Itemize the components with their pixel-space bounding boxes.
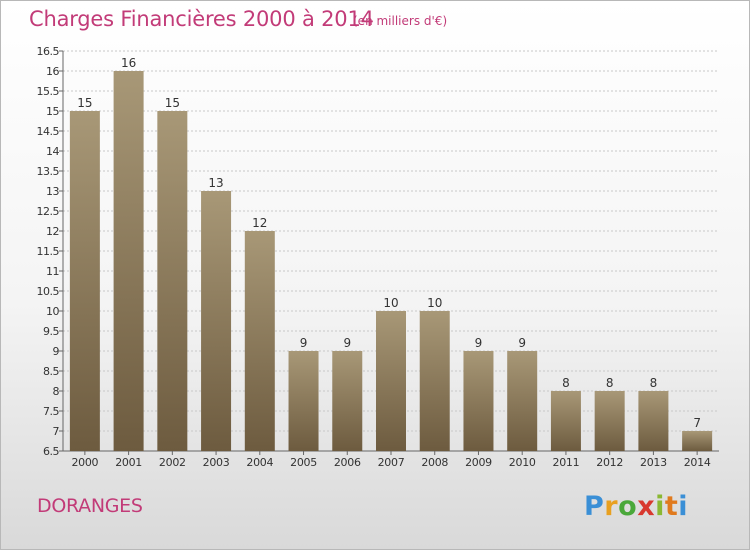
bar [113, 71, 144, 451]
bar-value-label: 12 [252, 216, 267, 230]
y-tick-label: 11.5 [37, 245, 60, 258]
chart-unit: (en milliers d'€) [353, 14, 448, 28]
x-tick-label: 2014 [684, 456, 711, 469]
bar-value-label: 9 [343, 336, 351, 350]
y-tick-label: 13 [46, 185, 59, 198]
logo-letter: r [604, 491, 619, 522]
x-tick-label: 2000 [71, 456, 98, 469]
y-tick-label: 7 [53, 425, 60, 438]
bar [463, 351, 494, 451]
y-tick-label: 15 [46, 105, 59, 118]
y-tick-label: 11 [46, 265, 59, 278]
logo-letter: t [664, 491, 679, 522]
chart-title: Charges Financières 2000 à 2014 [29, 7, 374, 31]
bar-value-label: 8 [650, 376, 658, 390]
x-tick-label: 2002 [159, 456, 186, 469]
y-tick-label: 12.5 [37, 205, 60, 218]
bar-value-label: 15 [77, 96, 92, 110]
bar-value-label: 8 [606, 376, 614, 390]
x-tick-label: 2011 [553, 456, 580, 469]
logo-letter: P [584, 491, 605, 522]
y-tick-label: 15.5 [37, 85, 60, 98]
commune-name: DORANGES [37, 495, 143, 517]
y-tick-label: 12 [46, 225, 59, 238]
y-tick-label: 14.5 [37, 125, 60, 138]
x-tick-label: 2013 [640, 456, 667, 469]
bar [69, 111, 100, 451]
bar-value-label: 13 [208, 176, 223, 190]
bar [682, 431, 713, 451]
logo-letter: o [618, 491, 638, 522]
x-tick-label: 2005 [290, 456, 317, 469]
logo-letter: x [637, 491, 656, 522]
x-tick-label: 2008 [421, 456, 448, 469]
x-tick-label: 2006 [334, 456, 361, 469]
bar [594, 391, 625, 451]
y-tick-label: 16 [46, 65, 59, 78]
bar [288, 351, 319, 451]
y-tick-label: 7.5 [43, 405, 59, 418]
y-tick-label: 10.5 [37, 285, 60, 298]
y-tick-label: 13.5 [37, 165, 60, 178]
bar-value-label: 16 [121, 56, 136, 70]
y-tick-label: 8.5 [43, 365, 59, 378]
proxiti-logo[interactable]: Proxiti [584, 491, 688, 522]
x-tick-label: 2003 [203, 456, 230, 469]
x-tick-label: 2004 [246, 456, 273, 469]
bar [419, 311, 450, 451]
bar [201, 191, 232, 451]
bar-value-label: 8 [562, 376, 570, 390]
bar [244, 231, 275, 451]
x-tick-label: 2009 [465, 456, 492, 469]
logo-letter: i [655, 491, 665, 522]
y-tick-label: 6.5 [43, 445, 59, 458]
bar [376, 311, 406, 451]
x-tick-label: 2010 [509, 456, 536, 469]
logo-letter: i [678, 491, 689, 522]
y-tick-label: 16.5 [37, 45, 60, 58]
bar-value-label: 10 [383, 296, 398, 310]
value-labels: 15 16 15 13 12 9 9 10 10 9 9 8 8 8 7 [77, 56, 701, 430]
bar-value-label: 9 [518, 336, 526, 350]
bar [507, 351, 538, 451]
bars [69, 71, 713, 451]
bar [157, 111, 188, 451]
y-tick-label: 9 [53, 345, 60, 358]
bar-value-label: 15 [165, 96, 180, 110]
bar [332, 351, 363, 451]
y-tick-label: 10 [46, 305, 59, 318]
bar-value-label: 10 [427, 296, 442, 310]
x-tick-label: 2007 [378, 456, 405, 469]
y-tick-label: 8 [53, 385, 60, 398]
bar-value-label: 7 [693, 416, 701, 430]
bar-value-label: 9 [300, 336, 308, 350]
y-tick-label: 14 [46, 145, 59, 158]
bar [638, 391, 669, 451]
y-tick-label: 9.5 [43, 325, 59, 338]
bar [550, 391, 581, 451]
bar-value-label: 9 [475, 336, 483, 350]
x-tick-label: 2001 [115, 456, 142, 469]
x-tick-label: 2012 [596, 456, 623, 469]
